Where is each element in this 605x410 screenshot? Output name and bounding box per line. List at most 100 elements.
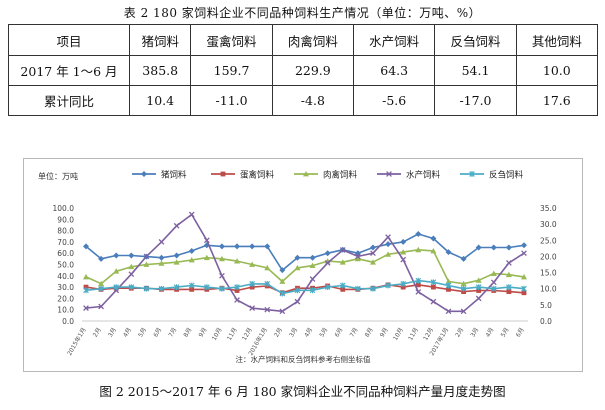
left-tick-label: 70.0 (57, 238, 74, 247)
data-point (521, 273, 527, 280)
data-point (264, 280, 271, 287)
data-point (475, 295, 482, 302)
x-tick-label: 10月 (211, 327, 224, 342)
data-point (490, 279, 497, 286)
data-point (505, 244, 512, 251)
data-point (430, 235, 437, 242)
data-point (173, 259, 180, 265)
data-point (521, 290, 527, 296)
data-point (188, 211, 195, 218)
data-point (506, 260, 512, 266)
data-point (521, 285, 527, 292)
data-point (309, 287, 316, 294)
data-point (249, 305, 255, 311)
production-table: 项目 猪饲料 蛋禽饲料 肉禽饲料 水产饲料 反刍饲料 其他饲料 2017 年 1… (8, 24, 599, 116)
data-point (249, 261, 256, 267)
data-point (173, 252, 180, 259)
table-cell: 10.4 (128, 85, 192, 116)
x-tick-label: 3月 (469, 327, 480, 339)
right-tick-label: 5.0 (540, 301, 552, 310)
data-point (294, 254, 301, 261)
left-tick-label: 50.0 (57, 261, 74, 270)
x-tick-label: 8月 (364, 327, 375, 339)
axis-unit-label: 单位：万吨 (38, 171, 78, 181)
data-point (400, 249, 407, 255)
legend-marker-2 (303, 171, 309, 177)
data-point (369, 244, 376, 251)
header-cell: 蛋禽饲料 (190, 24, 273, 56)
data-point (400, 280, 406, 287)
data-point (203, 237, 210, 244)
data-point (415, 246, 422, 253)
data-point (279, 290, 286, 297)
series-line-3 (85, 213, 525, 313)
x-tick-label: 11月 (226, 327, 239, 342)
legend-marker-4 (469, 171, 475, 177)
right-tick-label: 10.0 (540, 285, 557, 294)
data-point (445, 282, 452, 289)
data-point (204, 284, 210, 290)
data-point (339, 259, 346, 265)
data-point (188, 282, 195, 289)
table-cell: -5.6 (353, 85, 436, 116)
x-tick-label: 3月 (107, 327, 118, 339)
data-point (370, 285, 376, 292)
data-point (490, 285, 497, 292)
x-tick-label: 5月 (137, 327, 148, 339)
table-cell: 159.7 (190, 55, 273, 86)
x-tick-label: 7月 (349, 327, 360, 339)
data-point (446, 286, 451, 292)
data-point (415, 282, 421, 288)
data-point (143, 285, 150, 292)
data-point (294, 264, 301, 271)
data-point (430, 247, 437, 254)
data-point (234, 297, 240, 303)
legend-label: 反刍饲料 (489, 170, 524, 181)
left-tick-label: 20.0 (57, 294, 74, 303)
data-point (249, 284, 255, 290)
data-point (113, 284, 120, 290)
left-tick-label: 30.0 (57, 283, 74, 292)
table-title: 表 2 180 家饲料企业不同品种饲料生产情况（单位：万吨、%） (123, 6, 482, 20)
legend-label: 蛋禽饲料 (240, 170, 275, 181)
table-cell: 2017 年 1～6 月 (8, 55, 130, 86)
data-point (460, 280, 467, 287)
data-point (113, 268, 120, 274)
data-point (264, 243, 271, 250)
data-point (279, 308, 286, 315)
x-tick-label: 9月 (379, 327, 390, 339)
data-point (128, 263, 135, 270)
data-point (370, 250, 376, 257)
x-tick-label: 11月 (407, 327, 420, 342)
left-tick-label: 0.0 (62, 317, 74, 326)
data-point (173, 284, 180, 290)
data-point (385, 241, 392, 248)
left-tick-label: 90.0 (57, 215, 74, 224)
data-point (369, 259, 376, 265)
data-point (188, 256, 195, 263)
x-tick-label: 7月 (167, 327, 178, 339)
right-tick-label: 25.0 (540, 236, 557, 245)
data-point (490, 244, 497, 251)
data-point (98, 280, 105, 287)
legend-marker-0 (141, 171, 147, 177)
data-point (264, 306, 271, 313)
right-tick-label: 35.0 (540, 204, 557, 213)
x-tick-label: 9月 (198, 327, 209, 339)
data-point (158, 260, 165, 266)
data-point (445, 278, 452, 284)
x-tick-label: 2月 (273, 327, 284, 339)
header-cell: 反刍饲料 (434, 24, 517, 56)
data-point (339, 247, 346, 253)
data-point (415, 230, 422, 237)
left-tick-label: 80.0 (57, 227, 74, 236)
x-tick-label: 6月 (515, 327, 526, 339)
data-point (506, 284, 512, 290)
data-point (218, 255, 225, 262)
data-point (385, 251, 392, 257)
table-cell: 累计同比 (8, 85, 130, 116)
data-point (400, 256, 407, 263)
table-cell: -17.0 (434, 85, 517, 116)
x-tick-label: 12月 (241, 327, 254, 342)
figure-caption: 图 2 2015～2017 年 6 月 180 家饲料企业不同品种饲料产量月度走… (99, 384, 506, 399)
